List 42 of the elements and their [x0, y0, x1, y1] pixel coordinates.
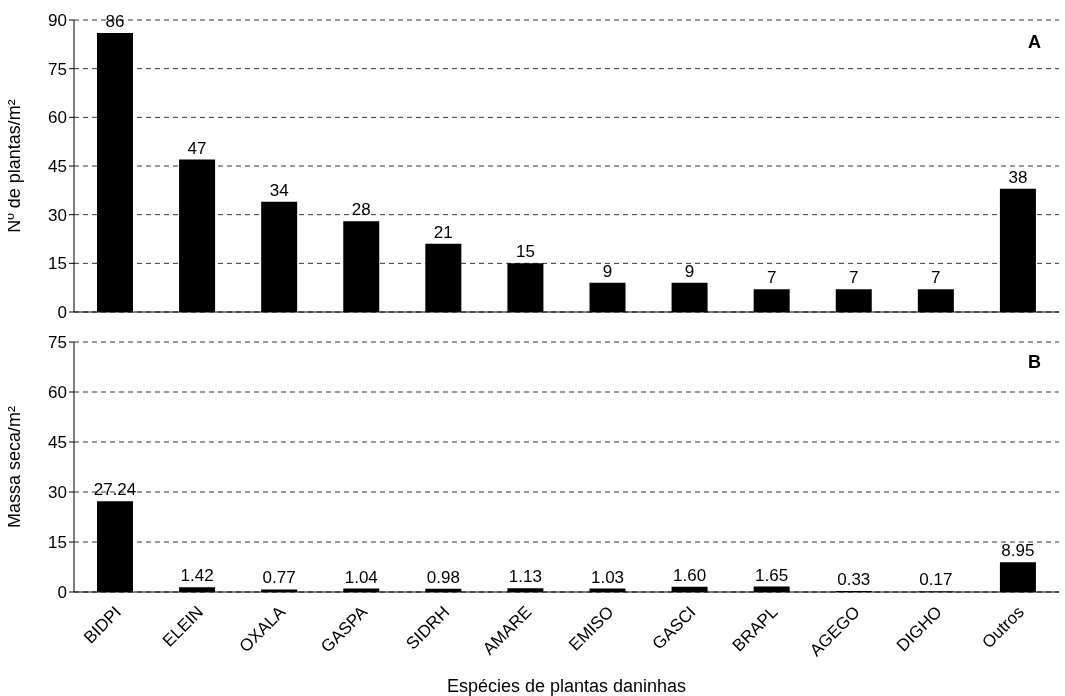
y-tick-label: 45 — [48, 433, 67, 453]
data-label: 9 — [684, 261, 695, 281]
data-label: 1.13 — [508, 567, 542, 587]
y-tick-label: 90 — [48, 11, 67, 31]
data-label: 86 — [105, 11, 125, 31]
y-tick-label: 30 — [48, 205, 67, 225]
y-tick-label: 75 — [48, 59, 67, 79]
y-tick-label: 15 — [48, 254, 67, 274]
annotation: A — [1028, 32, 1041, 53]
y-axis-title: Nº de plantas/m² — [4, 99, 25, 233]
data-label: 7 — [849, 268, 859, 288]
x-axis-title: Espécies de plantas daninhas — [446, 676, 687, 696]
data-label: 1.65 — [755, 565, 789, 585]
data-label: 8.95 — [1001, 541, 1035, 561]
y-tick-label: 30 — [48, 483, 67, 503]
data-label: 0.33 — [837, 569, 871, 589]
data-label: 0.98 — [426, 567, 460, 587]
data-label: 34 — [269, 180, 289, 200]
y-tick-label: 75 — [48, 333, 67, 353]
y-axis-title: Massa seca/m² — [4, 405, 25, 529]
y-tick-label: 60 — [48, 383, 67, 403]
y-tick-label: 45 — [48, 157, 67, 177]
y-tick-label: 15 — [48, 533, 67, 553]
data-label: 27.24 — [93, 480, 137, 500]
data-label: 9 — [602, 261, 613, 281]
data-label: 7 — [931, 268, 941, 288]
data-label: 21 — [433, 222, 453, 242]
data-label: 15 — [515, 242, 535, 262]
data-label: 1.42 — [180, 566, 214, 586]
data-label: 28 — [351, 200, 371, 220]
data-label: 0.17 — [919, 570, 953, 590]
data-label: 38 — [1008, 167, 1028, 187]
data-label: 1.04 — [344, 567, 378, 587]
y-tick-label: 0 — [57, 303, 67, 323]
y-tick-label: 0 — [57, 583, 67, 603]
annotation: B — [1028, 352, 1041, 373]
data-label: 7 — [766, 268, 777, 288]
data-label: 47 — [187, 138, 207, 158]
data-label: 0.77 — [262, 568, 296, 588]
y-tick-label: 60 — [48, 108, 67, 128]
data-label: 1.03 — [590, 567, 625, 587]
data-label: 1.60 — [673, 565, 707, 585]
